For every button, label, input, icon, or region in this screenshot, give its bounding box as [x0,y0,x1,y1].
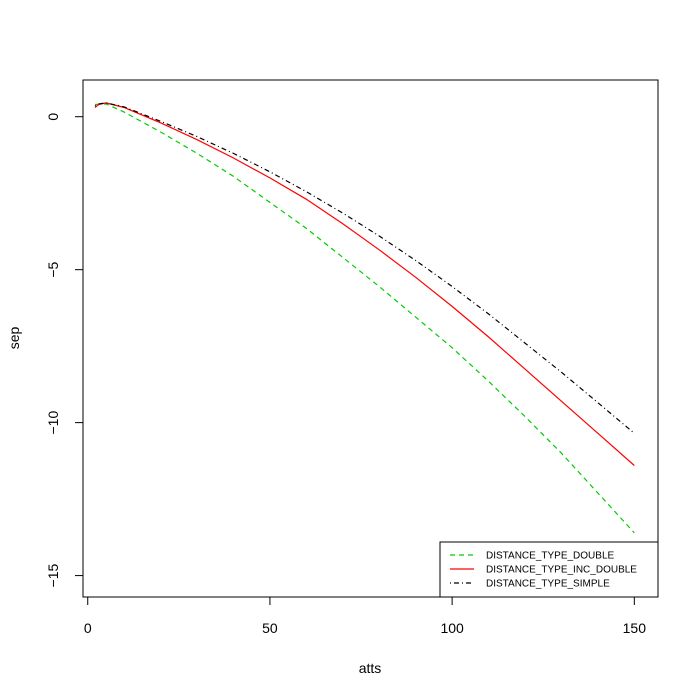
y-tick-label: −15 [45,563,61,587]
series-line [94,102,635,466]
x-axis-label: atts [359,660,382,676]
x-tick-label: 100 [440,620,464,636]
legend-label: DISTANCE_TYPE_DOUBLE [486,551,615,562]
y-tick-label: −5 [45,261,61,277]
y-tick-label: 0 [45,113,61,121]
y-axis-label: sep [6,327,22,350]
x-tick-label: 0 [84,620,92,636]
x-axis: 0 50 100 150 [84,596,647,636]
series-line [94,102,635,434]
legend: DISTANCE_TYPE_DOUBLE DISTANCE_TYPE_INC_DO… [439,541,659,598]
series-layer [94,102,635,534]
y-tick-label: −10 [45,411,61,435]
y-axis: 0 −5 −10 −15 [45,113,84,587]
legend-box [439,541,659,598]
plot-frame [82,79,659,598]
series-line [94,103,635,534]
legend-label: DISTANCE_TYPE_INC_DOUBLE [486,565,637,576]
x-tick-label: 150 [623,620,647,636]
legend-label: DISTANCE_TYPE_SIMPLE [486,579,610,590]
x-tick-label: 50 [262,620,278,636]
